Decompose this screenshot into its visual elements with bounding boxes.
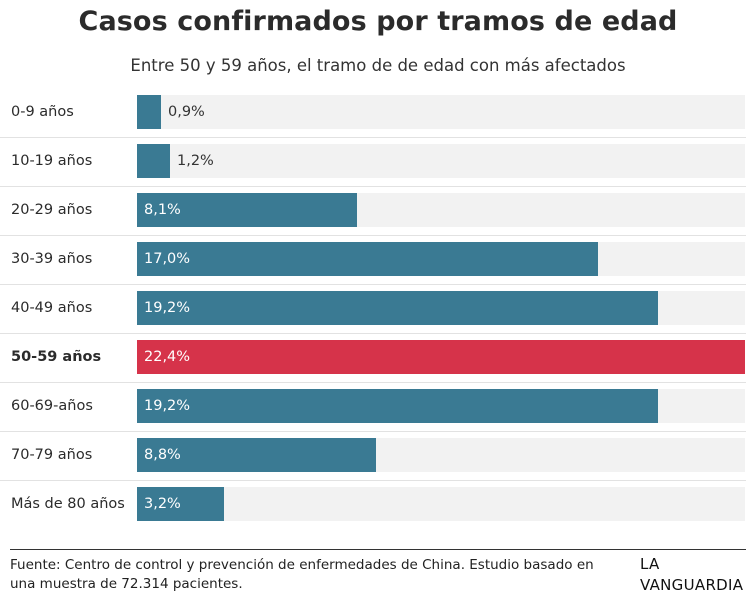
row-separator xyxy=(0,137,746,138)
bar-track xyxy=(137,242,745,276)
bar-row: Más de 80 años 3,2% xyxy=(0,480,756,529)
row-separator xyxy=(0,480,746,481)
bar-row: 0-9 años 0,9% xyxy=(0,88,756,137)
bar-row: 60-69-años 19,2% xyxy=(0,382,756,431)
value-label: 8,8% xyxy=(144,447,181,463)
category-label: 30-39 años xyxy=(11,251,93,267)
bar-row: 20-29 años 8,1% xyxy=(0,186,756,235)
bar-chart: 0-9 años 0,9% 10-19 años 1,2% 20-29 años 8,1%… xyxy=(0,88,756,528)
bar xyxy=(137,389,658,423)
bar-row: 30-39 años 17,0% xyxy=(0,235,756,284)
bar-track xyxy=(137,389,745,423)
value-label: 19,2% xyxy=(144,300,191,316)
value-label: 3,2% xyxy=(144,496,181,512)
row-separator xyxy=(0,431,746,432)
category-label: 60-69-años xyxy=(11,398,93,414)
footer-divider xyxy=(10,549,746,550)
bar-row: 70-79 años 8,8% xyxy=(0,431,756,480)
value-label: 8,1% xyxy=(144,202,181,218)
brand-line-1: LA xyxy=(640,555,660,573)
bar xyxy=(137,95,161,129)
brand-logo: LA VANGUARDIA xyxy=(640,554,743,596)
value-label: 17,0% xyxy=(144,251,191,267)
bar-track xyxy=(137,193,745,227)
category-label: 20-29 años xyxy=(11,202,93,218)
bar xyxy=(137,144,170,178)
bar-track xyxy=(137,95,745,129)
source-note: Fuente: Centro de control y prevención d… xyxy=(10,557,594,592)
value-label: 19,2% xyxy=(144,398,191,414)
row-separator xyxy=(0,186,746,187)
chart-title: Casos confirmados por tramos de edad xyxy=(78,6,678,37)
bar-track xyxy=(137,487,745,521)
row-separator xyxy=(0,333,746,334)
bar xyxy=(137,487,224,521)
row-separator xyxy=(0,382,746,383)
brand-line-2: VANGUARDIA xyxy=(640,576,744,594)
bar-track xyxy=(137,340,745,374)
bar-track xyxy=(137,291,745,325)
bar xyxy=(137,193,357,227)
category-label: 70-79 años xyxy=(11,447,93,463)
value-label: 22,4% xyxy=(144,349,191,365)
chart-subtitle: Entre 50 y 59 años, el tramo de de edad … xyxy=(130,56,626,75)
bar-track xyxy=(137,438,745,472)
category-label: 0-9 años xyxy=(11,104,74,120)
category-label: Más de 80 años xyxy=(11,496,125,512)
bar xyxy=(137,242,598,276)
category-label: 10-19 años xyxy=(11,153,93,169)
bar-track xyxy=(137,144,745,178)
bar xyxy=(137,340,745,374)
value-label: 1,2% xyxy=(177,153,214,169)
bar-row: 10-19 años 1,2% xyxy=(0,137,756,186)
bar xyxy=(137,438,376,472)
row-separator xyxy=(0,235,746,236)
bar-row: 40-49 años 19,2% xyxy=(0,284,756,333)
row-separator xyxy=(0,284,746,285)
bar-row: 50-59 años 22,4% xyxy=(0,333,756,382)
bar xyxy=(137,291,658,325)
value-label: 0,9% xyxy=(168,104,205,120)
category-label: 40-49 años xyxy=(11,300,93,316)
category-label: 50-59 años xyxy=(11,349,102,365)
